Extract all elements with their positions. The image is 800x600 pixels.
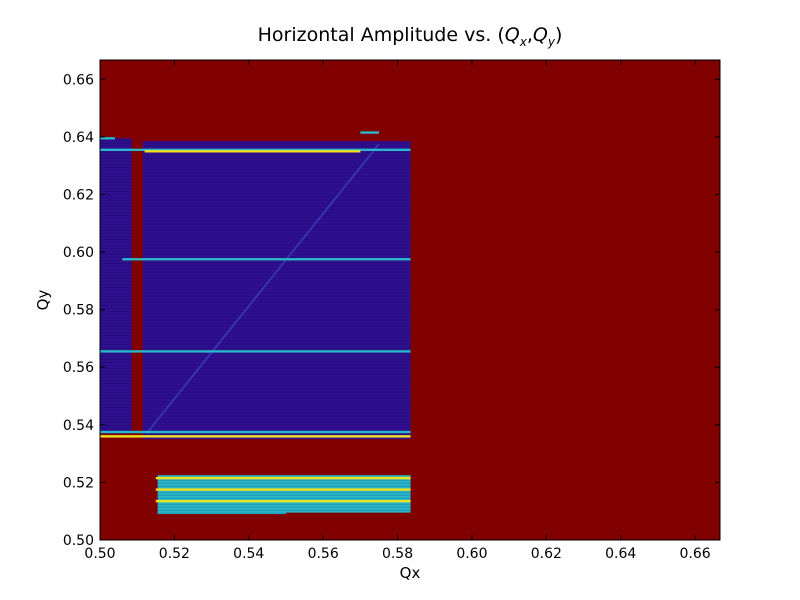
x-tick-label: 0.56 <box>308 546 339 562</box>
y-tick-label: 0.52 <box>63 475 94 491</box>
y-tick-label: 0.54 <box>63 418 94 434</box>
heatmap-band <box>100 137 115 140</box>
x-tick-label: 0.58 <box>382 546 413 562</box>
x-tick-label: 0.64 <box>605 546 636 562</box>
heatmap-band <box>144 150 361 153</box>
y-tick-label: 0.62 <box>63 187 94 203</box>
heatmap-band <box>360 131 379 134</box>
heatmap-band <box>100 435 411 438</box>
axes-frame <box>99 59 721 541</box>
heatmap-region <box>100 138 132 434</box>
heatmap-region <box>157 475 411 513</box>
y-axis-label: Qy <box>34 290 52 311</box>
x-tick-label: 0.52 <box>159 546 190 562</box>
x-tick-label: 0.54 <box>233 546 264 562</box>
heatmap-band <box>100 148 411 152</box>
plot-area <box>100 60 720 540</box>
heatmap-band <box>155 488 411 491</box>
heatmap-band <box>155 499 411 503</box>
axes: 0.50 0.52 0.54 0.56 0.58 0.60 0.62 0.64 0.66 0.50… <box>63 59 721 562</box>
heatmap-region <box>157 511 286 515</box>
y-tick-label: 0.60 <box>63 245 94 261</box>
x-tick-label: 0.60 <box>456 546 487 562</box>
heatmap-band <box>100 350 411 353</box>
heatmap-band <box>155 476 411 480</box>
y-tick-label: 0.56 <box>63 360 94 376</box>
heatmap-band <box>100 430 411 434</box>
scanline-texture <box>100 139 411 514</box>
x-tick-label: 0.66 <box>679 546 710 562</box>
y-tick-label: 0.64 <box>63 130 94 146</box>
y-tick-label: 0.58 <box>63 303 94 319</box>
resonance-line <box>145 143 380 435</box>
x-tick-label: 0.62 <box>531 546 562 562</box>
x-tick-label: 0.50 <box>84 546 115 562</box>
y-tick-label: 0.66 <box>63 72 94 88</box>
x-axis-label: Qx <box>400 564 421 582</box>
chart-title: Horizontal Amplitude vs. (Qx,Qy) <box>258 24 563 49</box>
y-tick-label: 0.50 <box>63 533 94 549</box>
heatmap-band <box>122 258 411 261</box>
